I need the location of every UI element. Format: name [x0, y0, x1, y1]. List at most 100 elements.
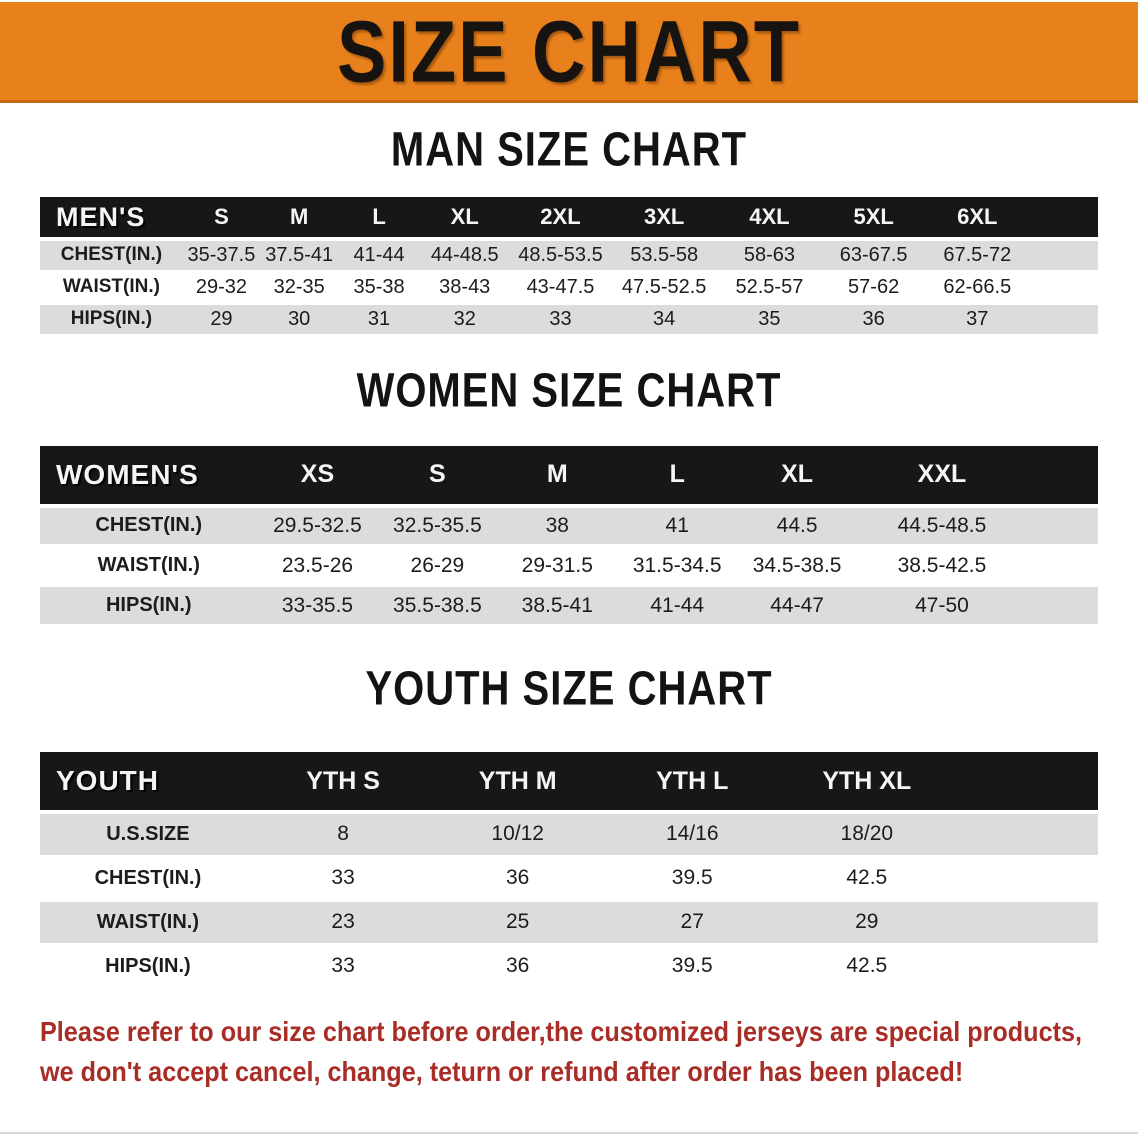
measurement-row: WAIST(IN.) 29-32 32-35 35-38 38-43 43-47.5 47.… [40, 271, 1098, 305]
row-spacer-cell [1029, 271, 1098, 305]
size-value: 47-50 [857, 585, 1027, 627]
man-size-table-holder: MEN'S S M L XL 2XL 3XL 4XL 5XL 6XL CHEST(IN.) 35-37… [40, 197, 1098, 337]
table-corner-label: MEN'S [40, 197, 183, 241]
column-header: YTH XL [779, 752, 955, 814]
size-value: 39.5 [604, 856, 780, 902]
measurement-row: CHEST(IN.) 29.5-32.5 32.5-35.5 38 41 44.5 44.5… [40, 505, 1098, 547]
column-header: L [617, 445, 738, 508]
size-value: 36 [430, 944, 605, 990]
size-value: 58-63 [717, 239, 822, 273]
size-value: 29-32 [182, 271, 261, 305]
measurement-row: HIPS(IN.) 29 30 31 32 33 34 35 36 37 [40, 303, 1098, 337]
women-size-table-holder: WOMEN'S XS S M L XL XXL CHEST(IN.) 29.5-32.5 32.5… [40, 445, 1098, 627]
size-table: YOUTH YTH S YTH M YTH L YTH XL U.S.SIZE 8 10/12… [40, 752, 1098, 990]
measurement-row: U.S.SIZE 8 10/12 14/16 18/20 [40, 812, 1098, 858]
row-spacer-cell [1026, 545, 1098, 587]
banner-title: SIZE CHART [337, 2, 801, 100]
size-value: 36 [430, 856, 605, 902]
size-table: WOMEN'S XS S M L XL XXL CHEST(IN.) 29.5-32.5 32.5… [40, 445, 1098, 627]
size-value: 35.5-38.5 [377, 585, 498, 627]
size-value: 41 [617, 505, 738, 547]
row-label: CHEST(IN.) [40, 505, 258, 547]
size-value: 29.5-32.5 [257, 505, 378, 547]
size-value: 31 [338, 303, 420, 337]
table-header-row: MEN'S S M L XL 2XL 3XL 4XL 5XL 6XL [40, 197, 1098, 241]
header-spacer-cell [954, 752, 1098, 814]
size-value: 47.5-52.5 [611, 271, 718, 305]
size-value: 42.5 [779, 944, 955, 990]
size-value: 29 [779, 900, 955, 946]
header-spacer-cell [1029, 197, 1098, 241]
size-value: 57-62 [821, 271, 926, 305]
size-value: 31.5-34.5 [617, 545, 738, 587]
size-value: 42.5 [779, 856, 955, 902]
disclaimer-line-2: we don't accept cancel, change, teturn o… [40, 1055, 964, 1087]
header-spacer-cell [1026, 445, 1098, 508]
youth-size-table-holder: YOUTH YTH S YTH M YTH L YTH XL U.S.SIZE 8 10/12… [40, 752, 1098, 990]
row-spacer-cell [954, 856, 1098, 902]
row-label: WAIST(IN.) [40, 271, 183, 305]
row-spacer-cell [1029, 239, 1098, 273]
row-label: HIPS(IN.) [40, 585, 258, 627]
measurement-row: HIPS(IN.) 33-35.5 35.5-38.5 38.5-41 41-44 44-… [40, 585, 1098, 627]
size-value: 37 [925, 303, 1030, 337]
column-header: M [497, 445, 618, 508]
size-value: 8 [255, 812, 431, 858]
size-value: 43-47.5 [509, 271, 612, 305]
measurement-row: HIPS(IN.) 33 36 39.5 42.5 [40, 944, 1098, 990]
size-value: 23.5-26 [257, 545, 378, 587]
row-label: HIPS(IN.) [40, 303, 183, 337]
size-value: 41-44 [617, 585, 738, 627]
column-header: YTH S [255, 752, 431, 814]
size-value: 38-43 [419, 271, 510, 305]
column-header: XL [419, 197, 510, 241]
row-spacer-cell [954, 812, 1098, 858]
measurement-row: WAIST(IN.) 23 25 27 29 [40, 900, 1098, 946]
size-value: 25 [430, 900, 605, 946]
size-value: 32-35 [260, 271, 339, 305]
row-label: U.S.SIZE [40, 812, 256, 858]
table-header-row: YOUTH YTH S YTH M YTH L YTH XL [40, 752, 1098, 814]
size-value: 53.5-58 [611, 239, 718, 273]
size-value: 34 [611, 303, 718, 337]
size-value: 32.5-35.5 [377, 505, 498, 547]
row-spacer-cell [1026, 505, 1098, 547]
table-header-row: WOMEN'S XS S M L XL XXL [40, 445, 1098, 508]
column-header: YTH M [430, 752, 605, 814]
size-value: 38.5-42.5 [857, 545, 1027, 587]
column-header: XS [257, 445, 378, 508]
column-header: M [260, 197, 339, 241]
size-value: 36 [821, 303, 926, 337]
size-value: 44.5 [737, 505, 858, 547]
column-header: YTH L [604, 752, 780, 814]
man-size-section: MAN SIZE CHART MEN'S S M L XL 2XL 3XL 4XL 5XL 6XL… [0, 103, 1138, 337]
size-value: 44-47 [737, 585, 858, 627]
size-value: 30 [260, 303, 339, 337]
column-header: 2XL [509, 197, 612, 241]
man-section-title: MAN SIZE CHART [390, 123, 748, 176]
row-label: CHEST(IN.) [40, 239, 183, 273]
size-value: 27 [604, 900, 780, 946]
row-spacer-cell [1029, 303, 1098, 337]
size-value: 38 [497, 505, 618, 547]
size-value: 41-44 [338, 239, 420, 273]
table-corner-label: WOMEN'S [40, 445, 258, 508]
size-value: 52.5-57 [717, 271, 822, 305]
column-header: S [377, 445, 498, 508]
size-value: 18/20 [779, 812, 955, 858]
column-header: S [182, 197, 261, 241]
size-value: 33-35.5 [257, 585, 378, 627]
measurement-row: CHEST(IN.) 35-37.5 37.5-41 41-44 44-48.5 48.5… [40, 239, 1098, 273]
row-spacer-cell [1026, 585, 1098, 627]
column-header: XL [737, 445, 858, 508]
column-header: 4XL [717, 197, 822, 241]
size-value: 35 [717, 303, 822, 337]
table-corner-label: YOUTH [40, 752, 256, 814]
size-value: 67.5-72 [925, 239, 1030, 273]
size-value: 33 [255, 944, 431, 990]
row-label: WAIST(IN.) [40, 545, 258, 587]
size-value: 35-38 [338, 271, 420, 305]
size-value: 33 [509, 303, 612, 337]
measurement-row: WAIST(IN.) 23.5-26 26-29 29-31.5 31.5-34.5 34… [40, 545, 1098, 587]
size-value: 34.5-38.5 [737, 545, 858, 587]
